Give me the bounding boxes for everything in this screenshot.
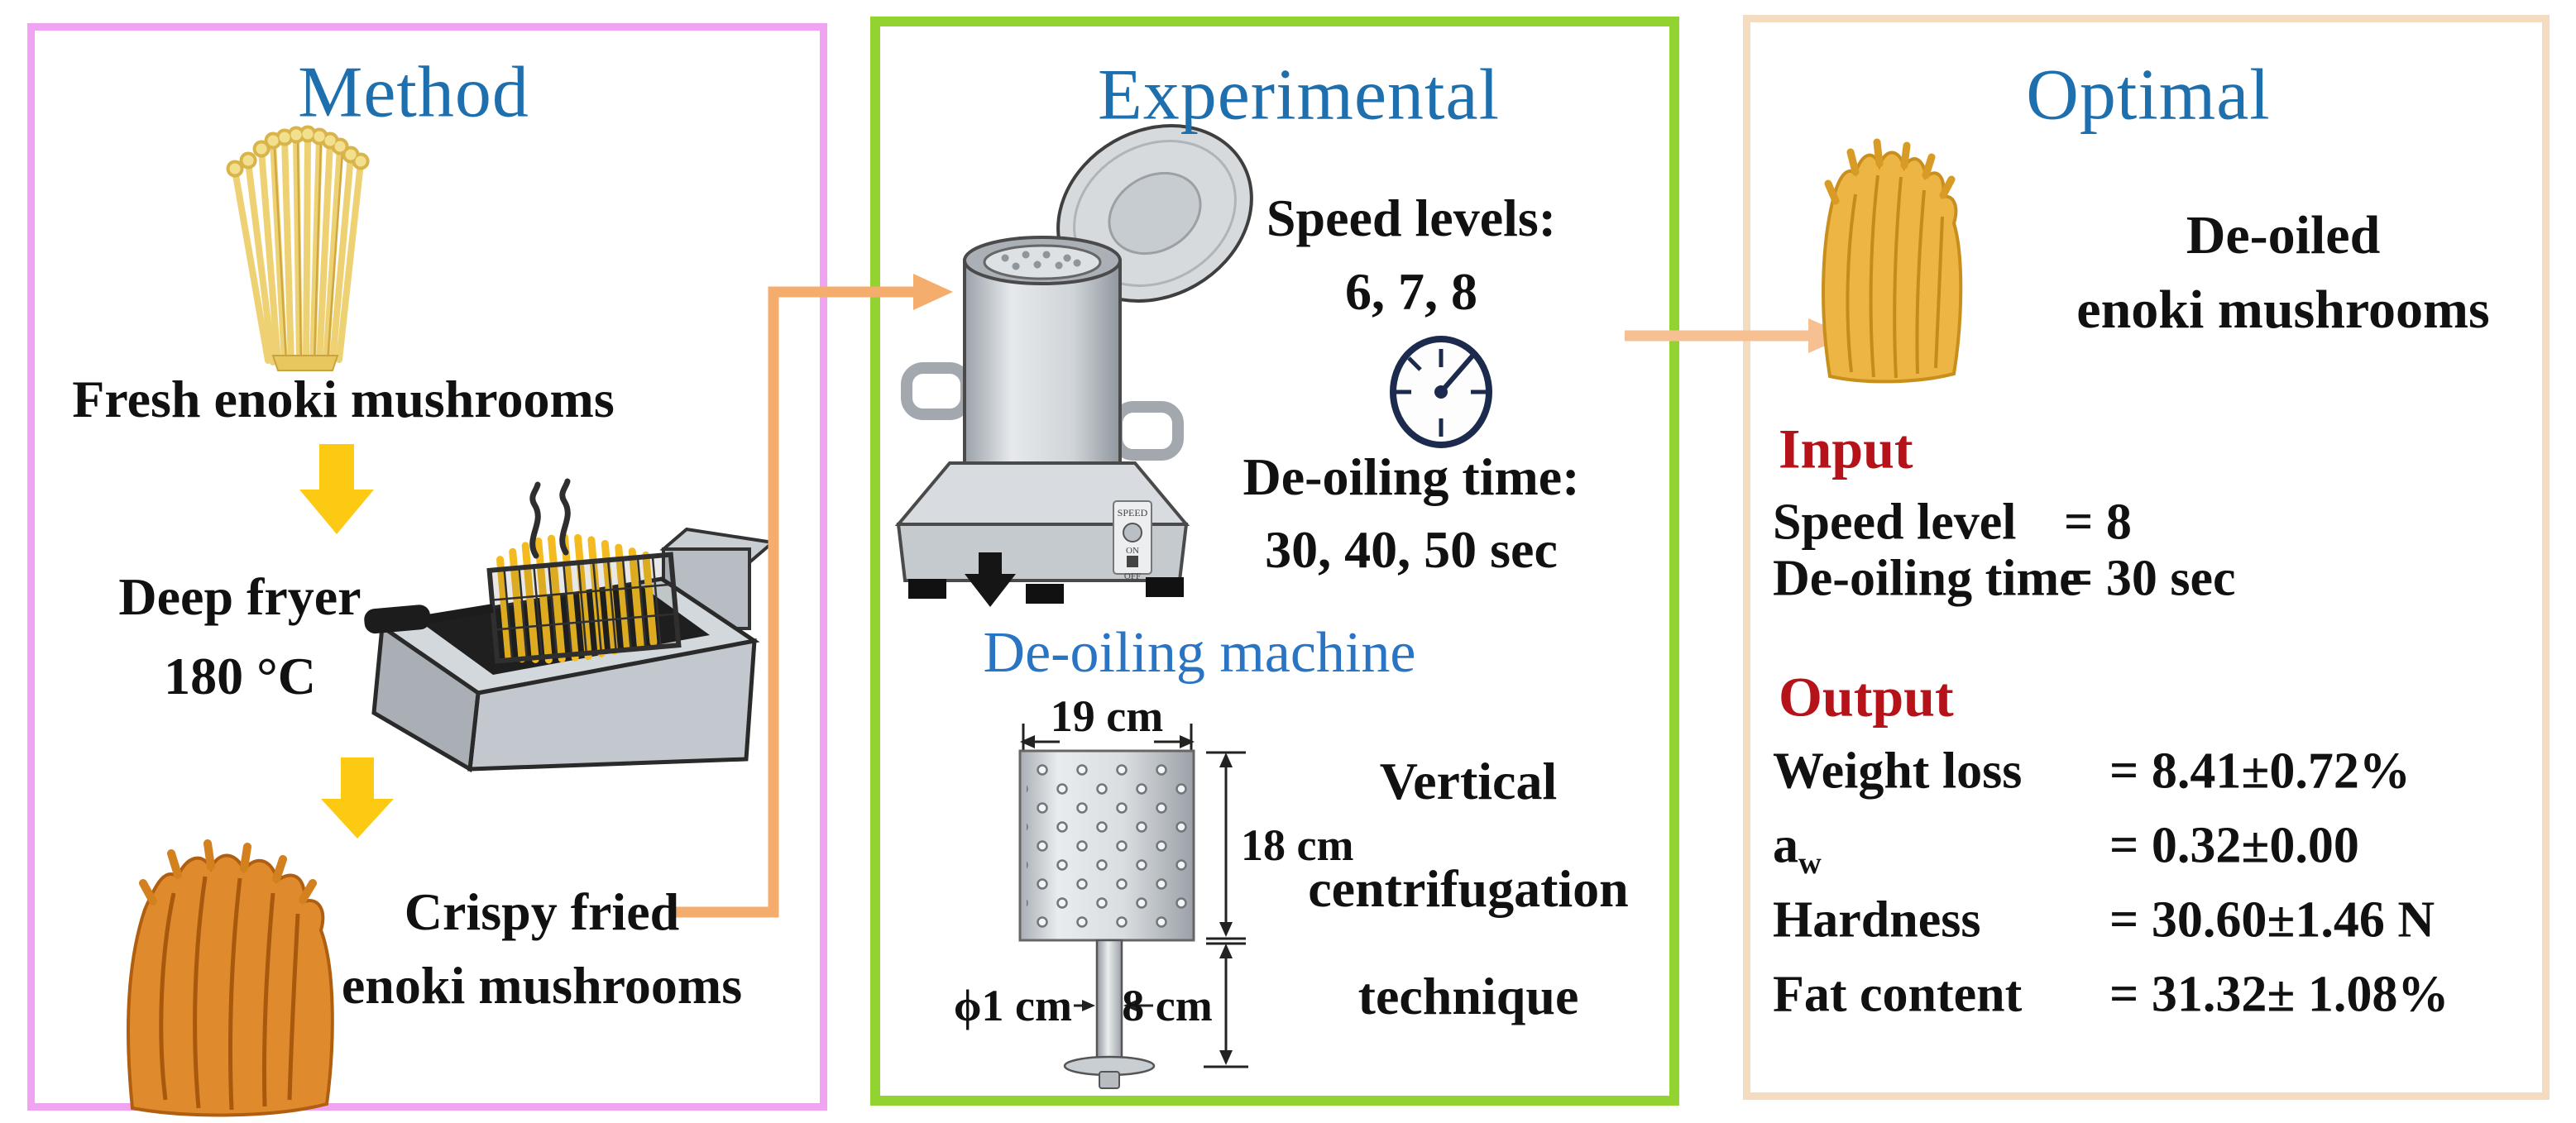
experimental-panel xyxy=(870,17,1679,1106)
black-down-arrow-icon xyxy=(965,552,1016,607)
machine-label: De-oiling machine xyxy=(983,621,1416,685)
deoiling-time-values: 30, 40, 50 sec xyxy=(1265,520,1558,579)
method-panel xyxy=(27,23,827,1111)
diameter-dimension-label: ϕ1 cm xyxy=(953,981,1072,1030)
deoiling-machine-illustration: SPEED ON OFF xyxy=(894,124,1253,604)
optimal-title: Optimal xyxy=(2026,55,2271,136)
deoiled-label2: enoki mushrooms xyxy=(2076,280,2490,340)
input-row-value: = 8 xyxy=(2064,494,2132,551)
technique-line2: centrifugation xyxy=(1308,859,1629,918)
crispy-fried-label2: enoki mushrooms xyxy=(341,956,743,1015)
output-row-value: = 0.32±0.00 xyxy=(2109,817,2359,874)
steam-icon xyxy=(529,481,541,559)
row-label-text: De-oiling time xyxy=(1773,550,2082,607)
output-row-label: Weight loss xyxy=(1773,743,2022,801)
output-row-value: = 8.41±0.72% xyxy=(2109,743,2411,800)
fryer-temp-label: 180 °C xyxy=(164,647,316,705)
down-arrow-icon xyxy=(321,757,394,839)
technique-line1: Vertical xyxy=(1379,752,1558,810)
width-dimension-label: 19 cm xyxy=(1050,691,1164,741)
down-arrow-icon xyxy=(299,444,374,534)
deoiled-label: De-oiled xyxy=(2186,205,2381,265)
speed-levels-values: 6, 7, 8 xyxy=(1345,262,1477,321)
speed-levels-heading: Speed levels: xyxy=(1266,189,1557,247)
row-label-text: a xyxy=(1773,817,1798,874)
row-label-text: Weight loss xyxy=(1773,743,2023,800)
deoiling-time-heading: De-oiling time: xyxy=(1243,447,1580,506)
output-row-label: aw xyxy=(1773,817,1822,880)
method-title: Method xyxy=(298,52,529,133)
flow-arrow-experimental-to-optimal xyxy=(1625,318,1848,353)
machine-speed-label: SPEED xyxy=(1118,507,1148,518)
machine-off-label: OFF xyxy=(1124,571,1141,581)
input-row-value: = 30 sec xyxy=(2064,550,2236,607)
deoiled-enoki-illustration xyxy=(1822,138,1963,384)
fresh-enoki-illustration xyxy=(226,125,370,371)
technique-line3: technique xyxy=(1357,967,1579,1025)
input-row-label: De-oiling time xyxy=(1773,550,2082,609)
fresh-enoki-label: Fresh enoki mushrooms xyxy=(72,370,615,428)
crispy-fried-label: Crispy fried xyxy=(404,882,680,941)
output-row-label: Fat content xyxy=(1773,966,2022,1025)
output-row-label: Hardness xyxy=(1773,891,1980,950)
output-heading: Output xyxy=(1779,665,1954,729)
shaft-dimension-label: 8 cm xyxy=(1122,981,1213,1030)
deep-fryer-label: Deep fryer xyxy=(118,567,362,626)
experimental-title: Experimental xyxy=(1097,55,1501,136)
output-row-value: = 30.60±1.46 N xyxy=(2109,891,2435,949)
deep-fryer-illustration xyxy=(364,478,777,773)
row-label-text: Hardness xyxy=(1773,891,1981,949)
row-label-text: Fat content xyxy=(1773,966,2023,1023)
crispy-fried-enoki-illustration xyxy=(127,839,334,1117)
machine-on-label: ON xyxy=(1126,546,1139,556)
input-row-label: Speed level xyxy=(1773,494,2016,552)
clock-icon xyxy=(1390,336,1492,448)
optimal-panel xyxy=(1743,15,2550,1100)
steam-icon xyxy=(559,478,571,556)
input-heading: Input xyxy=(1779,417,1913,480)
row-label-text: Speed level xyxy=(1773,494,2017,551)
flow-arrow-method-to-experimental xyxy=(673,274,953,918)
height-dimension-label: 18 cm xyxy=(1241,820,1354,870)
basket-dimension-drawing xyxy=(1018,724,1248,1089)
output-row-value: = 31.32± 1.08% xyxy=(2109,966,2449,1023)
row-label-sub: w xyxy=(1798,845,1822,881)
